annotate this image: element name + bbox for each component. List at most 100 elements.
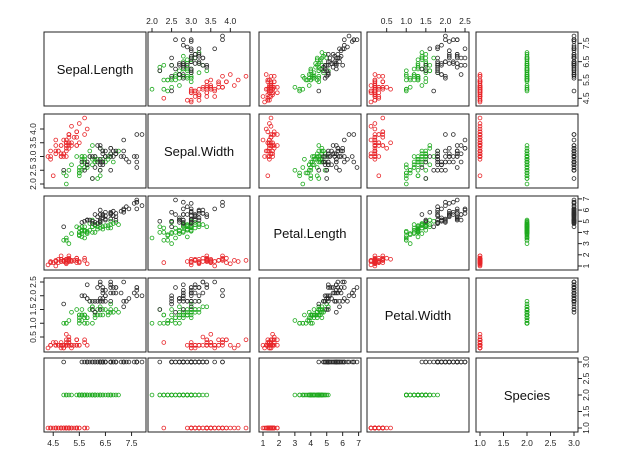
y-tick-label: 5.5 xyxy=(581,74,591,86)
data-point xyxy=(267,121,272,126)
data-point xyxy=(169,392,174,398)
data-point xyxy=(439,219,444,224)
data-point xyxy=(435,157,440,162)
panel-Sepal.Length-vs-Sepal.Width xyxy=(147,31,251,107)
y-tick-label: 2.0 xyxy=(28,290,38,302)
data-point xyxy=(95,359,100,365)
data-point xyxy=(53,143,59,148)
data-point xyxy=(97,157,103,162)
data-point xyxy=(325,359,331,365)
data-point xyxy=(90,224,95,230)
data-point xyxy=(97,359,103,365)
data-point xyxy=(134,159,140,165)
data-point xyxy=(333,151,339,157)
variable-label: Petal.Width xyxy=(385,308,451,323)
data-point xyxy=(87,148,93,154)
data-point xyxy=(79,234,85,240)
x-tick-label: 2 xyxy=(277,438,282,448)
data-point xyxy=(403,88,409,94)
data-point xyxy=(270,337,275,343)
data-point xyxy=(97,225,103,231)
data-point xyxy=(446,51,452,57)
data-point xyxy=(235,342,241,348)
data-point xyxy=(477,331,483,337)
data-point xyxy=(443,59,448,64)
data-point xyxy=(105,223,111,229)
data-point xyxy=(423,55,429,61)
data-point xyxy=(265,140,271,146)
data-point xyxy=(524,146,530,151)
data-point xyxy=(314,392,320,398)
data-point xyxy=(56,256,61,262)
data-point xyxy=(337,359,342,365)
data-point xyxy=(53,137,59,143)
data-point xyxy=(265,77,271,83)
data-point xyxy=(169,293,174,299)
variable-label: Sepal.Width xyxy=(164,144,234,159)
data-point xyxy=(53,151,59,157)
data-point xyxy=(292,168,298,173)
data-point xyxy=(50,260,56,265)
data-point xyxy=(319,315,325,321)
data-point xyxy=(188,315,194,321)
data-point xyxy=(84,392,90,398)
data-point xyxy=(111,309,116,315)
data-point xyxy=(103,223,108,229)
data-point xyxy=(462,211,468,216)
data-point xyxy=(267,146,272,151)
data-point xyxy=(443,74,448,79)
data-point xyxy=(200,425,206,431)
data-point xyxy=(265,154,271,159)
data-point xyxy=(100,359,106,365)
data-point xyxy=(313,312,318,318)
data-point xyxy=(384,146,390,151)
data-point xyxy=(188,206,194,212)
data-point xyxy=(196,94,202,99)
data-point xyxy=(97,173,103,179)
data-point xyxy=(188,53,194,59)
data-point xyxy=(435,210,440,215)
data-point xyxy=(188,359,194,365)
data-point xyxy=(103,216,108,222)
data-point xyxy=(204,224,210,230)
data-point xyxy=(64,320,69,326)
data-point xyxy=(69,140,74,146)
data-point xyxy=(228,342,233,348)
data-point xyxy=(325,298,331,304)
data-point xyxy=(192,214,198,220)
data-point xyxy=(325,70,331,75)
data-point xyxy=(302,392,307,398)
x-tick-label: 2.5 xyxy=(545,438,557,448)
data-point xyxy=(84,425,90,431)
data-point xyxy=(82,340,87,345)
data-point xyxy=(333,359,339,365)
data-point xyxy=(325,63,331,68)
data-point xyxy=(121,154,126,159)
data-point xyxy=(216,79,221,85)
data-point xyxy=(64,140,69,146)
data-point xyxy=(113,359,119,365)
data-point xyxy=(97,146,103,151)
data-point xyxy=(103,210,108,215)
data-point xyxy=(439,206,444,212)
data-point xyxy=(77,140,82,146)
data-point xyxy=(208,77,214,83)
data-point xyxy=(446,53,452,59)
x-tick-label: 3.5 xyxy=(205,16,217,26)
data-point xyxy=(411,72,417,77)
data-point xyxy=(415,392,421,398)
data-point xyxy=(177,304,182,310)
data-point xyxy=(200,259,206,264)
data-point xyxy=(524,66,530,72)
panel-frame xyxy=(147,357,251,433)
data-point xyxy=(435,61,440,66)
data-point xyxy=(92,159,98,165)
data-point xyxy=(79,318,85,323)
data-point xyxy=(90,219,95,224)
data-point xyxy=(477,121,483,126)
panel-Species-vs-Species: Species xyxy=(475,357,579,433)
data-point xyxy=(173,225,178,231)
data-point xyxy=(524,64,530,70)
data-point xyxy=(220,33,225,39)
data-point xyxy=(196,293,202,299)
